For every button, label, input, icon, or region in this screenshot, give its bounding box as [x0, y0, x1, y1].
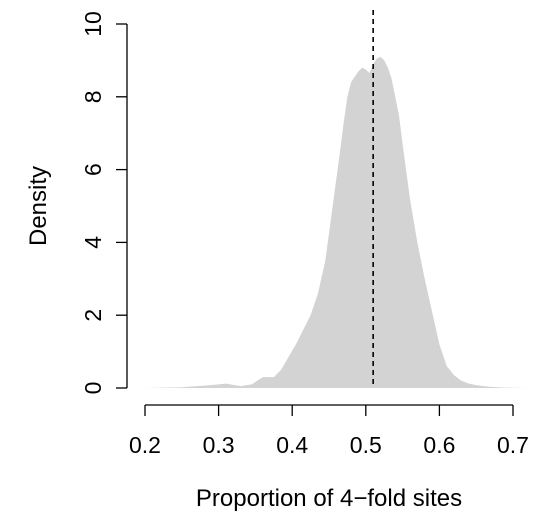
- plot-area: [115, 10, 528, 388]
- x-tick-label: 0.5: [350, 432, 382, 458]
- y-tick-label: 10: [80, 11, 106, 37]
- x-tick-label: 0.4: [276, 432, 308, 458]
- y-tick-label: 4: [80, 236, 106, 249]
- y-tick-label: 0: [80, 382, 106, 395]
- density-area-0: [115, 56, 528, 388]
- x-tick-label: 0.7: [497, 432, 529, 458]
- axes: 0.2 0.3 0.4 0.5 0.6 0.7 0 2 4 6 8 10: [80, 11, 529, 458]
- x-tick-label: 0.6: [423, 432, 455, 458]
- y-axis-label: Density: [25, 166, 52, 246]
- y-tick-label: 6: [80, 163, 106, 176]
- x-tick-label: 0.2: [129, 432, 161, 458]
- x-axis-label: Proportion of 4−fold sites: [196, 485, 462, 512]
- y-tick-label: 8: [80, 90, 106, 103]
- y-tick-label: 2: [80, 309, 106, 322]
- x-tick-label: 0.3: [203, 432, 235, 458]
